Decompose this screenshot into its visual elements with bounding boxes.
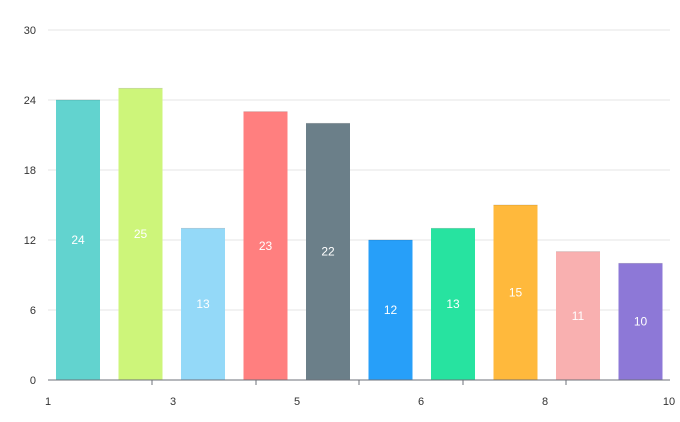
x-tick-label: 8	[542, 396, 548, 408]
bar-3	[181, 228, 225, 380]
data-labels: 24 25 13 23 22 12 13 15 11 10	[71, 227, 647, 328]
y-tick-label: 12	[24, 235, 36, 247]
data-label: 23	[259, 239, 273, 253]
data-label: 10	[634, 315, 648, 329]
x-tick-label: 5	[294, 396, 300, 408]
data-label: 22	[321, 245, 335, 259]
y-tick-label: 30	[24, 25, 36, 37]
bars	[56, 87, 663, 381]
bar-7	[431, 228, 475, 380]
bar-6	[368, 240, 413, 380]
bar-4	[243, 111, 288, 381]
bar-1	[56, 100, 100, 380]
y-tick-label: 24	[24, 95, 36, 107]
x-tick-label: 10	[663, 396, 675, 408]
bar-5	[306, 123, 350, 380]
data-label: 13	[196, 297, 210, 311]
data-label: 12	[384, 303, 398, 317]
x-tick-label: 1	[45, 396, 51, 408]
x-tick-label: 3	[170, 396, 176, 408]
y-tick-label: 18	[24, 165, 36, 177]
data-label: 15	[509, 286, 523, 300]
bar-8	[493, 205, 538, 380]
bar-2	[118, 88, 163, 380]
y-tick-label: 6	[30, 305, 36, 317]
data-label: 11	[572, 309, 585, 323]
bar-9	[556, 251, 600, 380]
data-label: 13	[446, 297, 460, 311]
data-label: 25	[134, 227, 148, 241]
bar-10	[618, 263, 663, 380]
y-tick-label: 0	[30, 375, 36, 387]
data-label: 24	[71, 233, 85, 247]
x-tick-label: 6	[418, 396, 424, 408]
